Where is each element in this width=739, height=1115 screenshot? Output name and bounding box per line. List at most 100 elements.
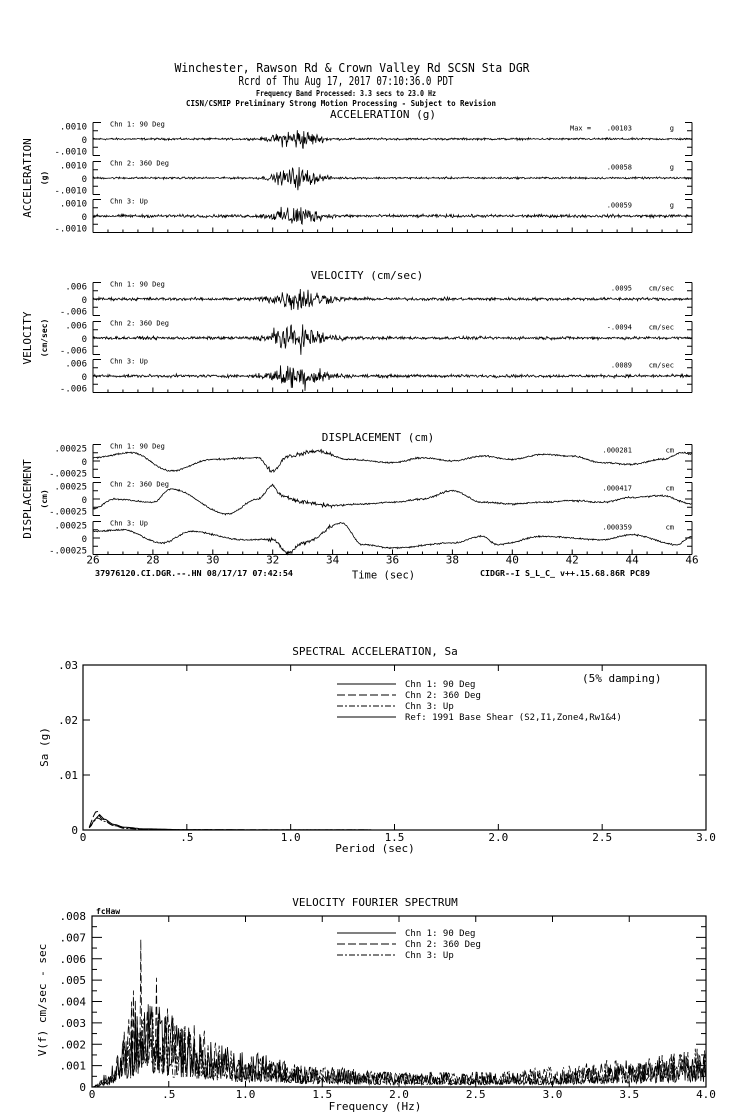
y-axis-unit: (g) [40,171,49,185]
channel-peak-unit: cm [666,524,674,532]
y-tick-label: .0010 [60,200,87,210]
x-tick-label: 38 [446,554,459,567]
y-tick-label: -.006 [60,308,87,318]
x-tick-label: 2.5 [592,831,612,844]
channel-label: Chn 1: 90 Deg [110,121,165,129]
x-tick-label: 2.5 [466,1088,486,1101]
y-axis-label: VELOCITY [21,311,34,364]
x-tick-label: 0 [89,1088,96,1101]
y-tick-label: -.00025 [49,508,87,518]
y-axis-unit: (cm/sec) [40,319,49,358]
x-axis-label: Frequency (Hz) [329,1100,422,1113]
y-tick-label: -.0010 [54,148,87,158]
panel-title: VELOCITY FOURIER SPECTRUM [292,896,458,909]
x-tick-label: 46 [685,554,698,567]
legend-label: Chn 3: Up [405,951,454,961]
panel-title: ACCELERATION (g) [330,108,436,121]
legend-label: Ref: 1991 Base Shear (S2,I1,Zone4,Rw1&4) [405,713,622,723]
x-tick-label: 1.0 [281,831,301,844]
y-tick-label: .007 [60,931,87,944]
y-axis-label: V(f) cm/sec - sec [36,944,49,1057]
channel-peak-unit: g [670,202,674,210]
channel-peak-value: .0095 [611,285,632,293]
waveform-trace [92,324,692,355]
x-tick-label: 36 [386,554,399,567]
y-tick-label: .006 [65,283,87,293]
panel-title: DISPLACEMENT (cm) [322,431,435,444]
y-tick-label: .03 [58,659,78,672]
station-title: Winchester, Rawson Rd & Crown Valley Rd … [175,61,531,75]
x-tick-label: 34 [326,554,340,567]
waveform-trace [92,483,692,516]
x-tick-label: 1.5 [385,831,405,844]
y-axis-label: ACCELERATION [21,138,34,217]
panel-title: SPECTRAL ACCELERATION, Sa [292,645,458,658]
waveform-trace [92,522,692,556]
y-tick-label: -.006 [60,385,87,395]
damping-note: (5% damping) [582,672,661,685]
report-header: Winchester, Rawson Rd & Crown Valley Rd … [175,61,531,108]
y-tick-label: 0 [82,213,87,223]
channel-label: Chn 3: Up [110,358,148,366]
plot-frame [82,664,707,831]
y-tick-label: .0010 [60,123,87,133]
channel-peak-unit: cm/sec [649,362,674,370]
y-tick-label: -.0010 [54,187,87,197]
x-tick-label: 3.0 [696,831,716,844]
footer-processing-id: CIDGR--I S_L_C_ v++.15.68.86R PC89 [480,569,650,578]
waveform-trace [92,206,692,225]
y-tick-label: .006 [65,322,87,332]
channel-peak-unit: cm [666,447,674,455]
channel-peak-unit: cm [666,485,674,493]
fourier-spectrum-curve [92,1012,706,1088]
legend-label: Chn 2: 360 Deg [405,691,481,701]
spectral-curve [88,810,706,831]
y-tick-label: 0 [82,296,87,306]
x-axis-label: Time (sec) [352,570,415,582]
y-tick-label: -.0010 [54,225,87,235]
channel-peak-unit: g [670,164,674,172]
channel-label: Chn 2: 360 Deg [110,481,169,489]
x-tick-label: 2.0 [389,1088,409,1101]
channel-label: Chn 1: 90 Deg [110,443,165,451]
y-tick-label: .00025 [54,483,87,493]
x-tick-label: 3.0 [543,1088,563,1101]
channel-peak-value: .000359 [602,524,632,532]
y-tick-label: 0 [82,136,87,146]
y-tick-label: -.006 [60,347,87,357]
x-tick-label: 3.5 [619,1088,639,1101]
y-tick-label: .001 [60,1060,87,1073]
x-tick-label: 30 [206,554,219,567]
y-tick-label: -.00025 [49,547,87,557]
y-tick-label: .004 [60,996,87,1009]
processing-note: CISN/CSMIP Preliminary Strong Motion Pro… [186,98,496,108]
y-tick-label: .005 [60,974,87,987]
waveform-trace [92,167,692,191]
legend-label: Chn 1: 90 Deg [405,929,475,939]
x-tick-label: 26 [86,554,99,567]
corner-label: fcHaw [96,907,120,916]
y-tick-label: .00025 [54,522,87,532]
channel-peak-value: .000417 [602,485,632,493]
waveform-trace [92,365,692,391]
footer-record-id: 37976120.CI.DGR.--.HN 08/17/17 07:42:54 [95,569,293,578]
record-time: Rcrd of Thu Aug 17, 2017 07:10:36.0 PDT [239,74,454,88]
x-tick-label: 28 [146,554,159,567]
waveform-trace [92,448,692,473]
x-tick-label: 32 [266,554,279,567]
legend-label: Chn 1: 90 Deg [405,680,475,690]
y-tick-label: 0 [82,535,87,545]
x-tick-label: .5 [180,831,193,844]
y-tick-label: 0 [82,496,87,506]
x-tick-label: 40 [506,554,519,567]
channel-peak-value: .000281 [602,447,632,455]
x-tick-label: 1.0 [236,1088,256,1101]
max-prefix: Max = [570,125,591,133]
x-tick-label: .5 [162,1088,175,1101]
channel-peak-unit: cm/sec [649,324,674,332]
channel-peak-value: .00058 [607,164,632,172]
x-tick-label: 1.5 [312,1088,332,1101]
channel-peak-unit: g [670,125,674,133]
y-tick-label: .008 [60,910,87,923]
